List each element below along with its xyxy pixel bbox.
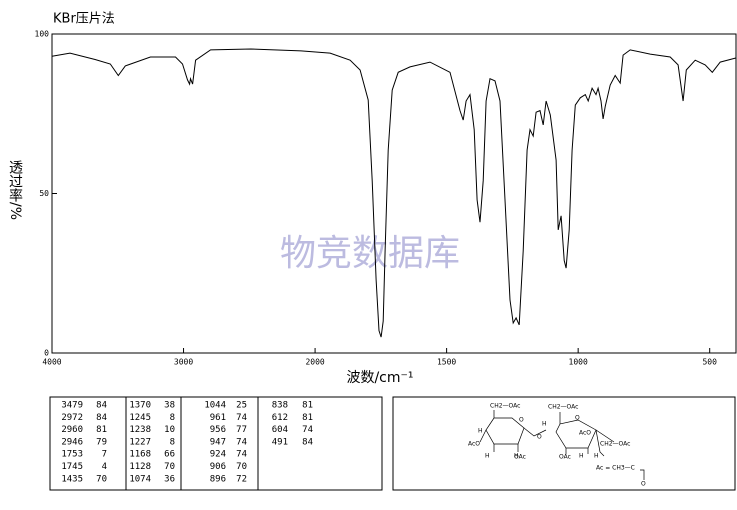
y-tick-label: 0 xyxy=(44,349,49,358)
x-tick-label: 2000 xyxy=(305,358,324,367)
peak-wavenumber: 2960 xyxy=(61,425,83,435)
structure-label: H xyxy=(594,453,599,460)
peak-transmittance: 77 xyxy=(236,425,247,435)
peak-transmittance: 81 xyxy=(302,401,313,411)
peak-transmittance: 70 xyxy=(96,474,107,484)
peak-wavenumber: 1745 xyxy=(61,462,83,472)
x-tick-label: 3000 xyxy=(174,358,193,367)
structure-label: H xyxy=(485,453,490,460)
structure-label: CH2—OAc xyxy=(548,404,578,411)
peak-transmittance: 84 xyxy=(96,401,107,411)
peak-transmittance: 8 xyxy=(170,413,175,423)
structure-label: CH2—OAc xyxy=(600,441,630,448)
x-tick-label: 500 xyxy=(702,358,717,367)
peak-wavenumber: 3479 xyxy=(61,401,83,411)
peak-transmittance: 70 xyxy=(236,462,247,472)
peak-transmittance: 74 xyxy=(236,437,247,447)
peak-wavenumber: 491 xyxy=(272,437,288,447)
chart-title: KBr压片法 xyxy=(53,12,115,27)
watermark: 物竞数据库 xyxy=(280,233,460,274)
peak-wavenumber: 2972 xyxy=(61,413,83,423)
peak-transmittance: 74 xyxy=(302,425,313,435)
peak-wavenumber: 604 xyxy=(272,425,288,435)
peak-transmittance: 84 xyxy=(96,413,107,423)
structure-label: H xyxy=(542,421,547,428)
peak-wavenumber: 924 xyxy=(210,450,226,460)
peak-transmittance: 8 xyxy=(170,437,175,447)
peak-wavenumber: 1245 xyxy=(129,413,151,423)
structure-label: OAc xyxy=(514,454,526,461)
x-tick-label: 1500 xyxy=(437,358,456,367)
peak-transmittance: 4 xyxy=(102,462,107,472)
y-axis-label: 透过率/% xyxy=(7,160,23,220)
peak-wavenumber: 838 xyxy=(272,401,288,411)
y-tick-label: 50 xyxy=(39,189,49,198)
peak-wavenumber: 1128 xyxy=(129,462,151,472)
peak-transmittance: 84 xyxy=(302,437,313,447)
x-tick-label: 4000 xyxy=(42,358,61,367)
peak-wavenumber: 896 xyxy=(210,474,226,484)
peak-transmittance: 66 xyxy=(164,450,175,460)
peak-wavenumber: 947 xyxy=(210,437,226,447)
peak-wavenumber: 1238 xyxy=(129,425,151,435)
structure-label: CH2—OAc xyxy=(490,403,520,410)
structure-label: H xyxy=(478,428,483,435)
peak-transmittance: 74 xyxy=(236,450,247,460)
structure-label: O xyxy=(519,417,524,424)
plot-frame xyxy=(51,33,737,354)
peak-wavenumber: 1435 xyxy=(61,474,83,484)
structure-label: H xyxy=(579,453,584,460)
peak-transmittance: 81 xyxy=(302,413,313,423)
peak-transmittance: 25 xyxy=(236,401,247,411)
peak-wavenumber: 906 xyxy=(210,462,226,472)
peak-wavenumber: 1074 xyxy=(129,474,151,484)
peak-wavenumber: 961 xyxy=(210,413,226,423)
peak-transmittance: 74 xyxy=(236,413,247,423)
peak-transmittance: 70 xyxy=(164,462,175,472)
structure-label: O xyxy=(641,481,646,488)
peak-wavenumber: 612 xyxy=(272,413,288,423)
structure-label: AcO xyxy=(579,430,591,437)
table-frame xyxy=(49,396,383,491)
y-tick-label: 100 xyxy=(35,30,50,39)
peak-wavenumber: 1753 xyxy=(61,450,83,460)
x-tick-label: 1000 xyxy=(569,358,588,367)
peak-wavenumber: 956 xyxy=(210,425,226,435)
spectrum-line xyxy=(51,48,737,338)
structure-label: AcO xyxy=(468,441,480,448)
x-axis-label: 波数/cm⁻¹ xyxy=(346,370,413,386)
structure-label: O xyxy=(575,415,580,422)
peak-transmittance: 36 xyxy=(164,474,175,484)
peak-wavenumber: 2946 xyxy=(61,437,83,447)
peak-wavenumber: 1044 xyxy=(204,401,226,411)
peak-transmittance: 81 xyxy=(96,425,107,435)
structure-label: Ac = CH3—C xyxy=(596,465,635,472)
structure-label: H xyxy=(514,453,519,460)
structure-frame xyxy=(392,396,736,491)
peak-transmittance: 7 xyxy=(102,450,107,460)
structure-label: O xyxy=(537,434,542,441)
structure-bonds xyxy=(479,410,645,480)
peak-wavenumber: 1227 xyxy=(129,437,151,447)
structure-label: OAc xyxy=(559,454,571,461)
peak-wavenumber: 1168 xyxy=(129,450,151,460)
peak-transmittance: 38 xyxy=(164,401,175,411)
peak-transmittance: 79 xyxy=(96,437,107,447)
peak-transmittance: 10 xyxy=(164,425,175,435)
peak-transmittance: 72 xyxy=(236,474,247,484)
peak-wavenumber: 1370 xyxy=(129,401,151,411)
